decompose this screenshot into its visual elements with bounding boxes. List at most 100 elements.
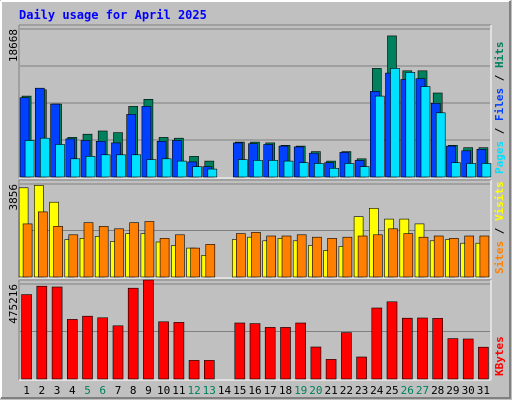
bar-files-day-3	[50, 103, 60, 178]
x-tick-label-day-24: 24	[370, 384, 384, 397]
bar-kbytes-day-29	[447, 338, 459, 380]
x-tick-label-day-3: 3	[54, 384, 61, 397]
bar-pages-day-20	[314, 163, 324, 178]
bar-pages-day-16	[253, 160, 263, 178]
bar-pages-day-10	[161, 158, 172, 178]
x-tick-label-day-19: 19	[294, 384, 307, 397]
bar-kbytes-day-8	[127, 287, 139, 380]
legend-kbytes: KBytes	[493, 336, 506, 376]
bar-sites-day-16	[251, 232, 261, 278]
bar-kbytes-day-7	[112, 325, 124, 380]
bar-sites-day-18	[281, 235, 292, 278]
bar-kbytes-day-25	[386, 301, 398, 380]
x-tick-label-day-20: 20	[309, 384, 322, 397]
bar-sites-day-25	[388, 228, 398, 278]
bar-sites-day-10	[159, 238, 170, 278]
y-axis-max-label: 3856	[7, 184, 20, 211]
bar-pages-day-2	[39, 137, 50, 178]
bar-sites-day-12	[190, 247, 200, 278]
bar-sites-day-15	[236, 233, 246, 278]
legend-hits-files-pages: Pages / Files / Hits	[493, 42, 506, 175]
x-tick-label-day-22: 22	[340, 384, 353, 397]
legend-item-pages: Pages	[493, 141, 506, 174]
bar-kbytes-day-26	[401, 317, 413, 380]
legend-item-kbytes: KBytes	[493, 336, 506, 376]
bar-pages-day-26	[405, 72, 416, 178]
bar-kbytes-day-3	[51, 286, 63, 380]
bar-kbytes-day-19	[295, 322, 307, 380]
bar-kbytes-day-30	[462, 338, 474, 380]
x-tick-label-day-31: 31	[477, 384, 490, 397]
bar-files-day-31	[476, 149, 487, 178]
bar-kbytes-day-22	[341, 332, 352, 380]
bar-files-day-8	[126, 114, 136, 178]
panel-hits-files-pages: 18668 Pages / Files / Hits	[7, 24, 506, 179]
bar-sites-day-19	[296, 234, 307, 278]
bar-pages-day-3	[55, 144, 65, 178]
legend-separator: /	[493, 221, 506, 241]
bar-pages-day-12	[192, 166, 202, 178]
bar-pages-day-28	[435, 112, 446, 178]
x-tick-label-day-12: 12	[187, 384, 200, 397]
bar-pages-day-23	[359, 166, 370, 178]
bar-pages-day-25	[390, 68, 400, 178]
bar-kbytes-day-2	[36, 285, 48, 380]
x-tick-label-day-27: 27	[416, 384, 429, 397]
x-tick-label-day-26: 26	[401, 384, 414, 397]
x-tick-label-day-4: 4	[69, 384, 76, 397]
bar-sites-day-8	[129, 222, 139, 278]
chart-title: Daily usage for April 2025	[19, 8, 207, 22]
bar-pages-day-8	[131, 154, 141, 178]
bar-pages-day-6	[100, 154, 111, 178]
bar-pages-day-24	[374, 95, 385, 178]
bar-pages-day-29	[451, 162, 461, 178]
bar-pages-day-17	[268, 160, 279, 178]
bar-sites-day-5	[83, 222, 94, 278]
panel-visits-sites: 3856 Sites / Visits	[7, 179, 506, 279]
legend-item-files: Files	[493, 88, 506, 121]
bar-sites-day-20	[312, 236, 322, 278]
bar-sites-day-3	[53, 226, 63, 278]
bar-pages-day-19	[298, 162, 309, 178]
x-tick-label-day-17: 17	[264, 384, 277, 397]
bar-pages-day-21	[329, 168, 339, 178]
bar-sites-day-7	[114, 228, 124, 278]
bar-pages-day-4	[70, 158, 81, 178]
legend-item-visits: Visits	[493, 181, 506, 221]
x-tick-label-day-23: 23	[355, 384, 368, 397]
x-tick-label-day-29: 29	[446, 384, 459, 397]
chart-panels: 18668 Pages / Files / Hits 3856 Sites / Vis…	[7, 24, 506, 381]
bar-kbytes-day-21	[325, 359, 337, 380]
bar-sites-day-9	[144, 221, 155, 278]
bars-visits-sites	[18, 185, 490, 278]
x-tick-label-day-1: 1	[23, 384, 30, 397]
bar-kbytes-day-13	[204, 360, 215, 380]
bar-sites-day-31	[479, 235, 490, 278]
bar-kbytes-day-9	[143, 279, 154, 380]
bar-pages-day-18	[283, 160, 294, 178]
bar-kbytes-day-20	[310, 346, 322, 380]
bar-files-day-1	[19, 97, 30, 178]
panel-kbytes: 475216 KBytes	[7, 279, 506, 381]
bar-pages-day-9	[146, 159, 157, 178]
bar-pages-day-5	[85, 156, 96, 178]
bar-kbytes-day-31	[478, 346, 489, 380]
x-tick-label-day-9: 9	[145, 384, 152, 397]
bar-files-day-29	[446, 145, 456, 178]
x-tick-label-day-15: 15	[233, 384, 246, 397]
bar-kbytes-day-1	[21, 294, 32, 380]
bar-pages-day-11	[177, 160, 187, 178]
bar-sites-day-27	[418, 236, 429, 278]
bar-sites-day-28	[433, 235, 444, 278]
x-tick-label-day-6: 6	[99, 384, 106, 397]
bar-kbytes-day-23	[356, 356, 367, 380]
bar-sites-day-21	[327, 238, 337, 278]
bar-kbytes-day-5	[82, 315, 93, 380]
bar-sites-day-6	[98, 226, 109, 278]
bar-kbytes-day-12	[188, 360, 200, 380]
x-tick-label-day-28: 28	[431, 384, 444, 397]
bar-sites-day-30	[464, 235, 475, 278]
bar-kbytes-day-24	[371, 307, 383, 380]
